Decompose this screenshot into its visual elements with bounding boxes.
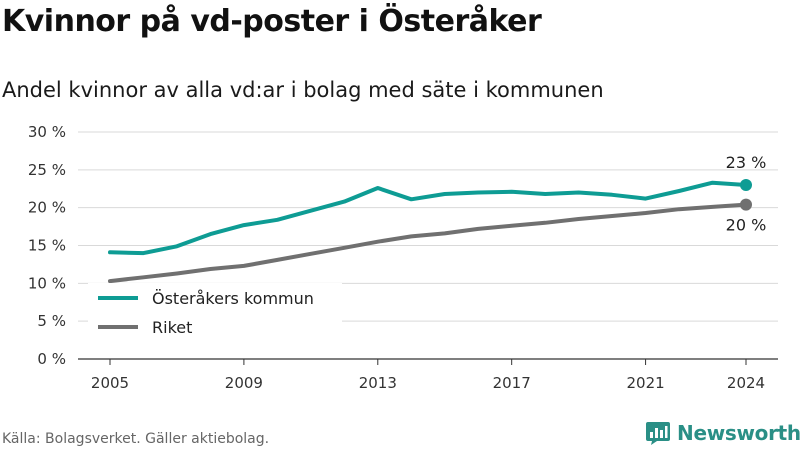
series-end-point — [740, 178, 752, 191]
y-tick-label: 0 % — [37, 350, 66, 368]
x-tick-label: 2013 — [359, 374, 397, 392]
series-line-osteraker — [108, 180, 748, 256]
y-tick-label: 10 % — [28, 274, 66, 292]
y-tick-label: 30 % — [28, 123, 66, 141]
series-end-label: 23 % — [726, 153, 767, 172]
y-tick-label: 5 % — [37, 312, 66, 330]
x-tick-label: 2021 — [626, 374, 664, 392]
x-tick-label: 2005 — [91, 374, 129, 392]
y-tick-label: 20 % — [28, 199, 66, 217]
legend-label-osteraker: Österåkers kommun — [152, 289, 314, 308]
legend-background — [88, 283, 342, 345]
y-tick-label: 15 % — [28, 237, 66, 255]
x-tick-label: 2017 — [493, 374, 531, 392]
x-axis-ticks: 2005 2009 2013 2017 2021 2024 — [91, 359, 765, 392]
chart-subtitle: Andel kvinnor av alla vd:ar i bolag med … — [2, 78, 604, 102]
x-tick-label: 2009 — [225, 374, 263, 392]
x-tick-label: 2024 — [727, 374, 765, 392]
series-end-point — [740, 198, 752, 211]
grid-lines — [78, 131, 778, 360]
legend: Österåkers kommun Riket — [88, 283, 342, 345]
series-end-label: 20 % — [726, 216, 767, 235]
series-lines: 20 % 23 % — [108, 153, 767, 284]
brand-logo: Newsworthy — [645, 419, 800, 447]
legend-label-riket: Riket — [152, 318, 192, 337]
source-note: Källa: Bolagsverket. Gäller aktiebolag. — [2, 431, 270, 447]
brand-name: Newsworthy — [677, 421, 800, 445]
y-tick-label: 25 % — [28, 161, 66, 179]
series-line-riket — [108, 202, 748, 284]
y-axis-ticks: 0 % 5 % 10 % 15 % 20 % 25 % 30 % — [28, 123, 66, 368]
newsworthy-icon — [646, 422, 670, 445]
chart-title: Kvinnor på vd-poster i Österåker — [2, 4, 542, 39]
